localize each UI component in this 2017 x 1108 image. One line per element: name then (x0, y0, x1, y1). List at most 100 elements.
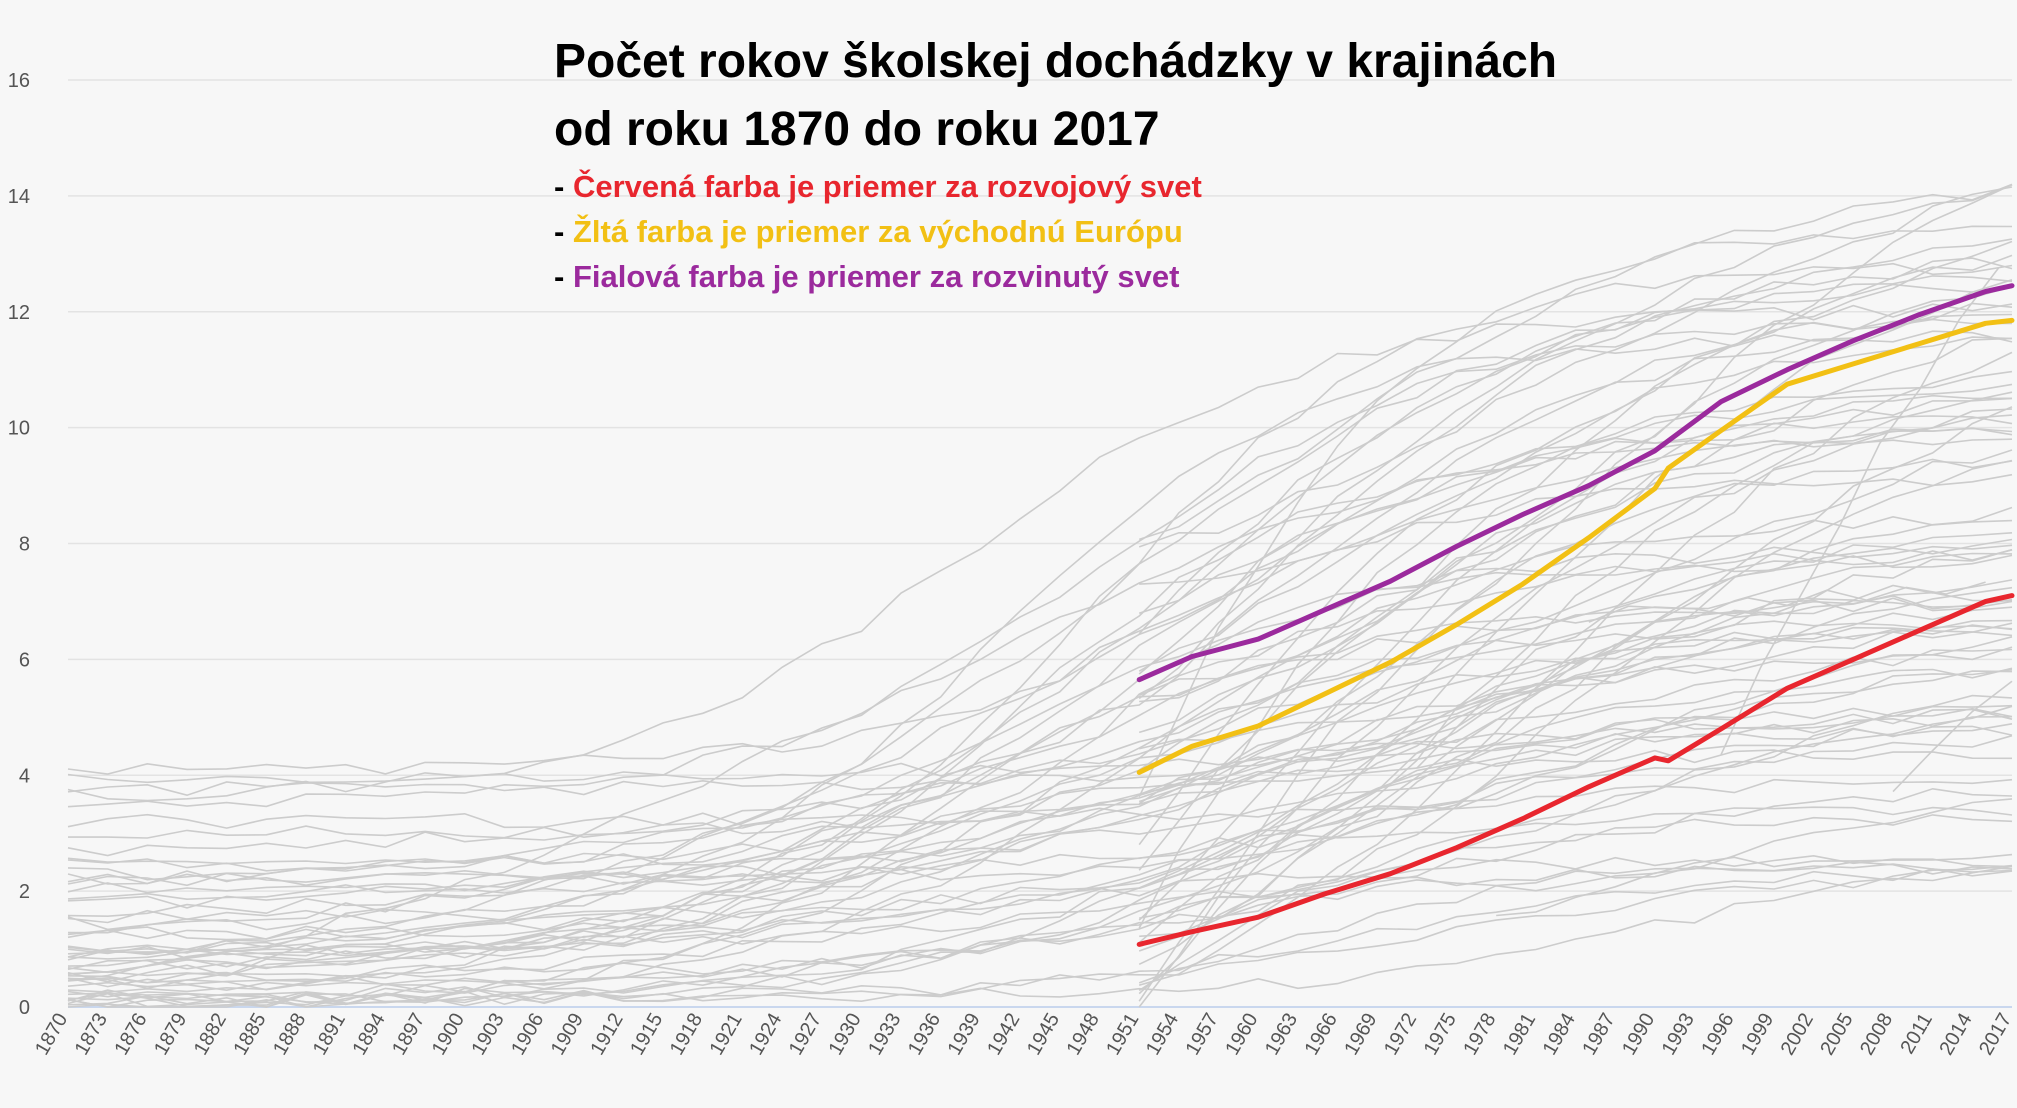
background-series-line (67, 864, 2013, 1008)
background-series-line (67, 262, 2013, 961)
background-series-line (1138, 336, 2013, 846)
background-series-line (67, 734, 2013, 974)
x-tick-label: 2017 (1975, 1010, 2016, 1060)
x-tick-label: 1945 (1023, 1010, 1064, 1060)
background-series-line (1138, 186, 2013, 548)
background-series-line (67, 383, 2013, 982)
title-block: Počet rokov školskej dochádzky v krajiná… (554, 28, 1557, 299)
background-series-line (67, 624, 2013, 983)
background-series-line (67, 337, 2013, 885)
x-tick-label: 1894 (348, 1010, 389, 1060)
x-tick-label: 2002 (1777, 1010, 1818, 1060)
x-tick-label: 2014 (1935, 1010, 1976, 1060)
series-layer (1136, 283, 2015, 947)
x-tick-label: 1966 (1301, 1010, 1342, 1060)
background-series-line (67, 548, 2013, 797)
x-tick-label: 1996 (1697, 1010, 1738, 1060)
background-series-line (67, 636, 2013, 887)
x-tick-label: 1960 (1221, 1010, 1262, 1060)
background-series-line (1138, 183, 2013, 803)
background-series-line (67, 330, 2013, 940)
x-tick-label: 1921 (705, 1010, 746, 1060)
x-tick-label: 1993 (1658, 1010, 1699, 1060)
background-series-line (67, 279, 2013, 931)
background-series-line (1139, 459, 2013, 938)
background-series-line (1138, 458, 2013, 1002)
y-tick-label: 12 (8, 302, 30, 324)
background-series-line (67, 302, 2013, 775)
x-tick-label: 1930 (824, 1010, 865, 1060)
y-tick-label: 14 (8, 186, 30, 208)
background-series-line (1138, 427, 2013, 871)
x-tick-label: 1936 (904, 1010, 945, 1060)
chart-title: Počet rokov školskej dochádzky v krajiná… (554, 35, 1558, 88)
background-series-line (1496, 798, 2013, 917)
background-series-line (1138, 225, 2013, 798)
legend-dash: - (554, 259, 565, 294)
x-tick-label: 1870 (31, 1010, 72, 1060)
legend-item-developed: - Fialová farba je priemer za rozvinutý … (554, 254, 1557, 299)
x-tick-label: 1876 (110, 1010, 151, 1060)
background-series-line (1138, 257, 2013, 635)
x-tick-label: 1924 (745, 1010, 786, 1060)
background-series-line (67, 515, 2013, 1003)
legend-label-eastern-europe: Žltá farba je priemer za východnú Európu (572, 214, 1183, 249)
legend-label-developed: Fialová farba je priemer za rozvinutý sv… (572, 259, 1180, 294)
background-series-line (67, 438, 2013, 984)
background-series-line (1139, 694, 2013, 919)
x-tick-label: 1987 (1578, 1010, 1619, 1060)
x-tick-label: 1939 (944, 1009, 985, 1059)
x-tick-label: 1972 (1380, 1010, 1421, 1060)
background-series-line (1416, 538, 2013, 769)
legend-item-eastern-europe: - Žltá farba je priemer za východnú Euró… (554, 209, 1557, 254)
background-series-line (67, 549, 2013, 993)
background-series-line (67, 595, 2013, 958)
chart-subtitle: od roku 1870 do roku 2017 (554, 103, 1160, 156)
y-tick-label: 2 (19, 881, 30, 903)
grid-layer (68, 79, 2012, 1008)
x-tick-label: 1915 (626, 1010, 667, 1060)
background-series-line (68, 648, 2013, 839)
x-tick-label: 1975 (1420, 1010, 1461, 1060)
background-series-line (67, 579, 2013, 1008)
y-tick-label: 8 (19, 534, 30, 556)
background-series-line (1138, 397, 2013, 614)
background-series-line (67, 670, 2013, 872)
background-series-line (1138, 240, 2013, 672)
background-series-line (67, 708, 2013, 909)
series-line (1136, 593, 2015, 947)
x-tick-label: 1999 (1737, 1010, 1778, 1060)
background-series-line (1138, 704, 2013, 944)
x-tick-label: 1879 (150, 1010, 191, 1060)
y-tick-label: 6 (19, 649, 30, 671)
background-series-line (1138, 606, 2013, 796)
background-series-line (1138, 853, 2013, 984)
x-tick-label: 1891 (309, 1010, 350, 1060)
x-tick-label: 1990 (1618, 1010, 1659, 1060)
legend-label-developing: Červená farba je priemer za rozvojový sv… (572, 169, 1202, 204)
background-series-line (1139, 622, 2013, 750)
background-series-line (67, 506, 2013, 1008)
background-series-line (67, 554, 2013, 934)
legend-dash: - (554, 169, 565, 204)
x-tick-label: 2011 (1896, 1010, 1937, 1058)
x-tick-label: 1900 (428, 1010, 469, 1060)
background-series-line (67, 318, 2012, 808)
x-tick-label: 1906 (507, 1010, 548, 1060)
x-tick-label: 1882 (190, 1010, 231, 1060)
background-series-line (67, 715, 2013, 975)
x-tick-label: 1981 (1499, 1010, 1540, 1060)
background-series-line (67, 707, 2013, 784)
y-tick-label: 0 (19, 997, 30, 1019)
x-tick-label: 1903 (467, 1010, 508, 1060)
background-series-line (67, 806, 2013, 901)
background-series-line (1139, 414, 2013, 703)
x-tick-label: 1984 (1539, 1010, 1580, 1060)
background-series-line (1138, 814, 2013, 992)
x-tick-label: 1969 (1340, 1010, 1381, 1060)
background-series-line (67, 619, 2013, 1008)
background-series-line (67, 586, 2013, 960)
x-tick-label: 1942 (983, 1010, 1024, 1060)
x-tick-label: 1948 (1063, 1010, 1104, 1060)
